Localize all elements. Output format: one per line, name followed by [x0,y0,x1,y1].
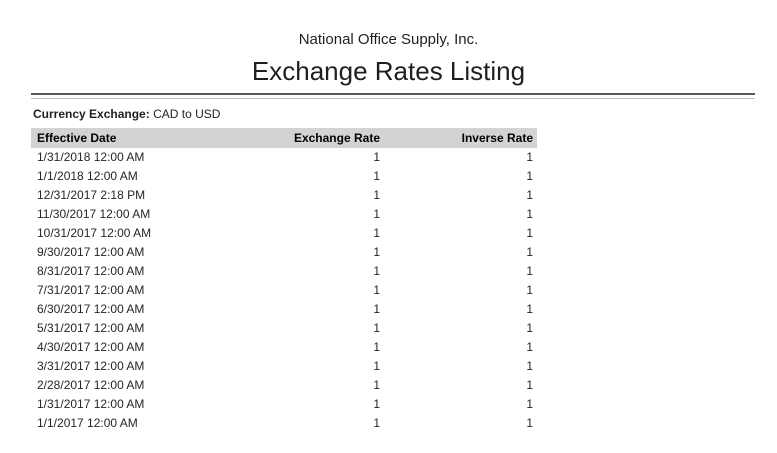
exchange-rate-cell: 1 [373,207,380,221]
table-row: 10/31/2017 12:00 AM 1 1 [31,224,537,243]
exchange-rate-cell: 1 [373,150,380,164]
company-name: National Office Supply, Inc. [298,31,479,48]
effective-date-cell: 10/31/2017 12:00 AM [37,226,152,240]
inverse-rate-cell: 1 [526,245,533,259]
column-header-exchange-rate: Exchange Rate [251,128,384,148]
exchange-rate-cell: 1 [373,264,380,278]
exchange-rate-cell: 1 [373,302,380,316]
effective-date-cell: 8/31/2017 12:00 AM [37,264,145,278]
effective-date-cell: 1/1/2017 12:00 AM [37,416,138,430]
table-row: 3/31/2017 12:00 AM 1 1 [31,357,537,376]
table-row: 1/31/2017 12:00 AM 1 1 [31,395,537,414]
effective-date-cell: 12/31/2017 2:18 PM [37,188,146,202]
effective-date-cell: 3/31/2017 12:00 AM [37,359,145,373]
table-row: 2/28/2017 12:00 AM 1 1 [31,376,537,395]
exchange-rates-table: Effective Date Exchange Rate Inverse Rat… [31,128,537,433]
currency-exchange-line: Currency Exchange: CAD to USD [33,107,755,122]
table-row: 6/30/2017 12:00 AM 1 1 [31,300,537,319]
inverse-rate-cell: 1 [526,207,533,221]
exchange-rate-cell: 1 [373,321,380,335]
table-row: 8/31/2017 12:00 AM 1 1 [31,262,537,281]
effective-date-cell: 1/31/2017 12:00 AM [37,397,145,411]
table-header-row: Effective Date Exchange Rate Inverse Rat… [31,128,537,148]
inverse-rate-cell: 1 [526,169,533,183]
inverse-rate-cell: 1 [526,340,533,354]
effective-date-cell: 2/28/2017 12:00 AM [37,378,145,392]
inverse-rate-cell: 1 [526,264,533,278]
inverse-rate-cell: 1 [526,416,533,430]
effective-date-cell: 1/1/2018 12:00 AM [37,169,138,183]
inverse-rate-cell: 1 [526,397,533,411]
exchange-rate-cell: 1 [373,245,380,259]
exchange-rate-cell: 1 [373,378,380,392]
exchange-rate-cell: 1 [373,283,380,297]
inverse-rate-cell: 1 [526,359,533,373]
effective-date-cell: 9/30/2017 12:00 AM [37,245,145,259]
inverse-rate-cell: 1 [526,283,533,297]
exchange-rate-cell: 1 [373,226,380,240]
column-header-inverse-rate: Inverse Rate [384,128,537,148]
exchange-rate-cell: 1 [373,169,380,183]
rates-table-body: 1/31/2018 12:00 AM 1 1 1/1/2018 12:00 AM… [31,148,537,433]
table-row: 11/30/2017 12:00 AM 1 1 [31,205,537,224]
effective-date-cell: 1/31/2018 12:00 AM [37,150,145,164]
table-row: 1/31/2018 12:00 AM 1 1 [31,148,537,167]
table-row: 7/31/2017 12:00 AM 1 1 [31,281,537,300]
effective-date-cell: 11/30/2017 12:00 AM [37,207,151,221]
inverse-rate-cell: 1 [526,188,533,202]
effective-date-cell: 6/30/2017 12:00 AM [37,302,145,316]
table-row: 1/1/2018 12:00 AM 1 1 [31,167,537,186]
table-row: 12/31/2017 2:18 PM 1 1 [31,186,537,205]
inverse-rate-cell: 1 [526,226,533,240]
table-row: 1/1/2017 12:00 AM 1 1 [31,414,537,433]
inverse-rate-cell: 1 [526,302,533,316]
currency-exchange-value: CAD to USD [153,107,221,121]
effective-date-cell: 5/31/2017 12:00 AM [37,321,145,335]
column-header-effective-date: Effective Date [31,128,251,148]
table-row: 5/31/2017 12:00 AM 1 1 [31,319,537,338]
exchange-rate-cell: 1 [373,359,380,373]
effective-date-cell: 4/30/2017 12:00 AM [37,340,145,354]
currency-exchange-label: Currency Exchange: [33,107,150,121]
exchange-rate-cell: 1 [373,416,380,430]
exchange-rate-cell: 1 [373,188,380,202]
effective-date-cell: 7/31/2017 12:00 AM [37,283,145,297]
exchange-rate-cell: 1 [373,340,380,354]
inverse-rate-cell: 1 [526,378,533,392]
exchange-rate-cell: 1 [373,397,380,411]
inverse-rate-cell: 1 [526,150,533,164]
table-row: 4/30/2017 12:00 AM 1 1 [31,338,537,357]
table-row: 9/30/2017 12:00 AM 1 1 [31,243,537,262]
page-title: Exchange Rates Listing [251,56,526,86]
inverse-rate-cell: 1 [526,321,533,335]
title-divider-rule [31,93,755,99]
